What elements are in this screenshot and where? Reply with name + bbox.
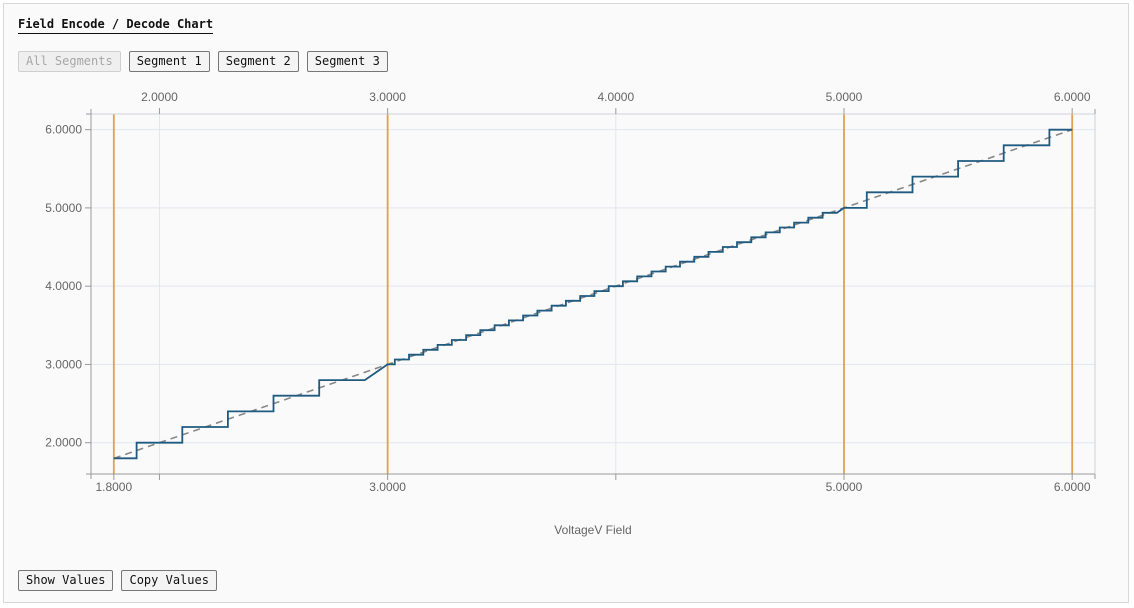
x-tick-label: 3.0000 [369,480,406,494]
chart-panel: Field Encode / Decode Chart All Segments… [3,3,1129,603]
bottom-button-row: Show Values Copy Values [18,570,217,591]
segment-2-button[interactable]: Segment 2 [217,51,299,72]
chart-series [113,128,1073,460]
page-title: Field Encode / Decode Chart [18,17,214,34]
segment-boundaries [112,114,1074,474]
chart-axes: 1.8000 3.0000 5.0000 6.0000 2.0000 3.0000 4.00… [45,90,1096,494]
top-tick-label: 2.0000 [141,90,178,104]
segment-3-button[interactable]: Segment 3 [306,51,388,72]
y-tick-label: 3.0000 [45,357,82,371]
copy-values-button[interactable]: Copy Values [121,570,217,591]
x-axis-label: VoltageV Field [554,523,631,537]
y-tick-label: 4.0000 [45,279,82,293]
diagonal-reference-line [113,128,1073,460]
x-tick-label: 1.8000 [95,480,132,494]
y-tick-label: 5.0000 [45,201,82,215]
encode-decode-chart: 1.8000 3.0000 5.0000 6.0000 2.0000 3.0000 4.00… [45,90,1096,537]
step-line [113,128,1073,460]
x-tick-label: 6.0000 [1054,480,1091,494]
segment-button-row: All Segments Segment 1 Segment 2 Segment… [18,51,388,72]
all-segments-button[interactable]: All Segments [18,51,121,72]
x-tick-label: 5.0000 [826,480,863,494]
show-values-button[interactable]: Show Values [18,570,114,591]
top-tick-label: 3.0000 [369,90,406,104]
top-tick-label: 6.0000 [1054,90,1091,104]
top-tick-label: 4.0000 [597,90,634,104]
y-tick-label: 6.0000 [45,123,82,137]
top-tick-label: 5.0000 [826,90,863,104]
segment-1-button[interactable]: Segment 1 [128,51,210,72]
y-tick-label: 2.0000 [45,436,82,450]
